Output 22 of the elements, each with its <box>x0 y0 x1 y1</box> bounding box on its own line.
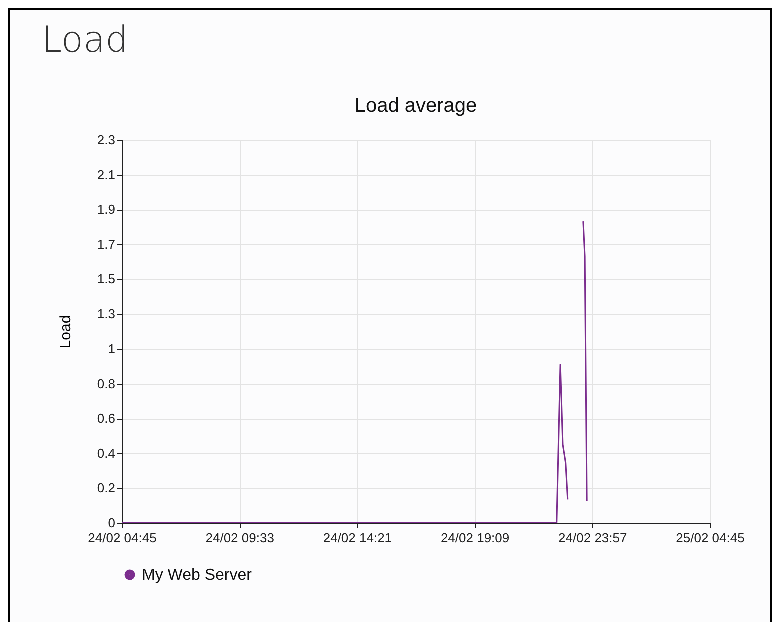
x-tick-label: 24/02 04:45 <box>88 530 157 546</box>
y-tick-label: 1.7 <box>97 236 116 252</box>
chart-subtitle: Load average <box>354 95 478 117</box>
x-tick-label: 24/02 23:57 <box>558 530 628 546</box>
y-tick-label: 0.4 <box>97 446 116 461</box>
y-tick-label: 1.9 <box>97 202 116 218</box>
y-tick-label: 1 <box>108 341 116 356</box>
y-tick-label: 0.8 <box>97 376 116 392</box>
x-tick-label: 24/02 19:09 <box>440 530 510 546</box>
y-tick-label: 0.6 <box>97 411 116 426</box>
x-tick-label: 25/02 04:45 <box>676 530 745 546</box>
y-tick-label: 1.3 <box>97 306 116 322</box>
y-tick-label: 2.1 <box>97 167 116 182</box>
x-tick-label: 24/02 14:21 <box>323 530 392 546</box>
y-tick-label: 1.5 <box>97 272 116 287</box>
y-tick-label: 0 <box>108 516 116 530</box>
y-tick-label: 0.2 <box>97 480 116 496</box>
legend-label: My Web Server <box>142 567 253 584</box>
x-tick-label: 24/02 09:33 <box>206 530 274 546</box>
text: Load <box>57 315 74 349</box>
y-axis-title: Load <box>42 20 128 61</box>
y-tick-label: 2.3 <box>97 132 116 148</box>
